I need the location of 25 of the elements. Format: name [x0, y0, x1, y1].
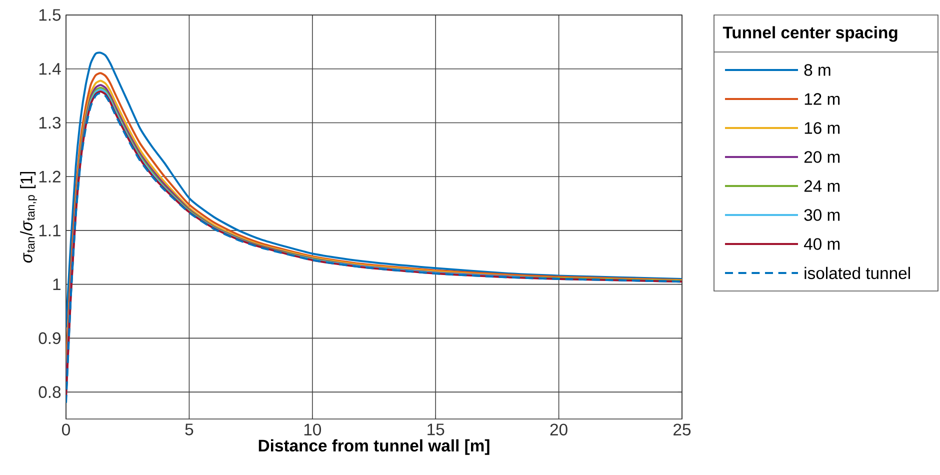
y-tick-label: 1.1 — [39, 224, 60, 236]
x-tick-label: 0 — [62, 424, 70, 436]
y-tick-label: 0.9 — [38, 332, 61, 344]
legend-label: 20 m — [804, 151, 840, 163]
legend-label: 40 m — [804, 238, 840, 250]
x-tick-label: 5 — [185, 424, 194, 436]
legend-label: isolated tunnel — [804, 266, 910, 280]
x-tick-label: 10 — [304, 424, 322, 436]
legend-label: 30 m — [804, 209, 840, 221]
legend-label: 8 m — [804, 64, 830, 76]
legend-label: 24 m — [804, 180, 840, 192]
x-tick-label: 15 — [428, 424, 444, 436]
x-tick-label: 25 — [674, 424, 691, 436]
y-tick-label: 1.3 — [39, 116, 61, 129]
y-axis-title: σ$_{tan}$/σ$_{tan,p}$ [1] — [20, 172, 37, 263]
y-tick-label: 1.4 — [39, 63, 61, 75]
legend-label: 16 m — [804, 122, 840, 134]
y-tick-label: 0.8 — [38, 386, 61, 398]
y-tick-label: 1 — [53, 278, 60, 290]
x-axis-title: Distance from tunnel wall [m] — [258, 439, 490, 455]
legend-label: 12 m — [804, 93, 840, 105]
y-tick-label: 1.2 — [39, 170, 60, 182]
y-tick-label: 1.5 — [39, 9, 61, 21]
x-tick-label: 20 — [550, 424, 568, 436]
legend-title: Tunnel center spacing — [722, 26, 898, 42]
